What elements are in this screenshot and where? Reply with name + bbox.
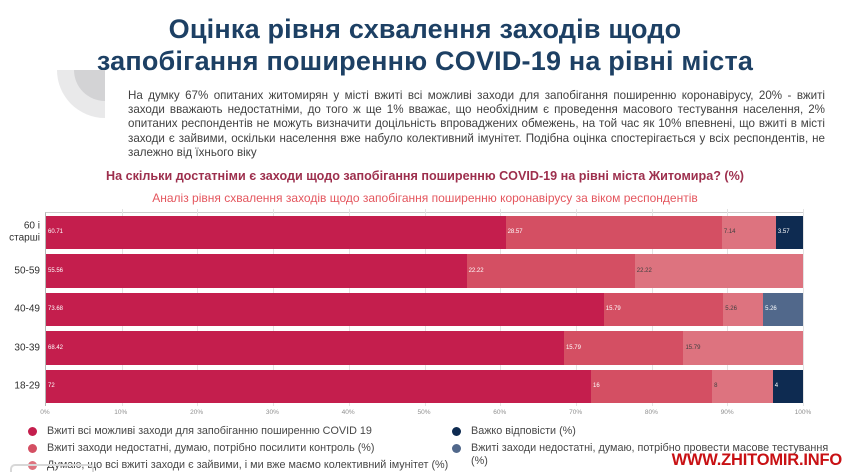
legend-item-label: Важко відповісти (%) <box>471 424 576 437</box>
decorative-quarter-circle-inner-icon <box>74 70 105 101</box>
intro-paragraph: На думку 67% опитаних житомирян у місті … <box>128 88 825 159</box>
bar-value-label: 72 <box>48 383 55 390</box>
stacked-bar-chart: 60 і старші 60.71 28.57 7.14 3.57 50-59 55.56 2… <box>0 209 850 419</box>
bar-row: 50-59 55.56 22.22 22.22 <box>14 252 803 291</box>
bar-segment: 68.42 <box>46 331 564 365</box>
gridline <box>803 209 804 406</box>
bar-value-label: 22.22 <box>468 267 484 274</box>
legend-item: Вжиті заходи недостатні, думаю, потрібно… <box>28 442 452 455</box>
bar-value-label: 15.79 <box>565 344 581 351</box>
bar-value-label: 22.22 <box>636 267 652 274</box>
bar-segment: 55.56 <box>46 254 467 288</box>
legend-item-label: Вжиті заходи недостатні, думаю, потрібно… <box>471 441 829 467</box>
bar-track: 72 16 8 4 <box>46 369 803 404</box>
x-axis-tick-label: 100% <box>794 408 812 416</box>
bar-segment: 3.57 <box>775 215 803 250</box>
legend-item: Вжиті всі можливі заходи для запобіганню… <box>28 425 452 438</box>
legend-column-right: Важко відповісти (%) Вжиті заходи недоста… <box>452 425 842 472</box>
legend-dot-icon <box>28 426 37 436</box>
category-label: 50-59 <box>14 265 40 277</box>
site-watermark: WWW.ZHITOMIR.INFO <box>671 451 843 469</box>
bar-segment: 72 <box>46 369 592 404</box>
bar-row: 30-39 68.42 15.79 15.79 <box>14 329 803 368</box>
bar-segment: 15.79 <box>603 292 724 327</box>
bar-value-label: 68.42 <box>48 344 64 351</box>
bar-value-label: 28.57 <box>507 229 523 236</box>
bar-segment: 5.26 <box>763 292 803 327</box>
legend-item-label: Думаю, що всі вжиті заходи є зайвими, і … <box>47 459 449 472</box>
bar-value-label: 3.57 <box>777 229 790 236</box>
category-label: 30-39 <box>14 342 40 354</box>
chart-plot-area: 60 і старші 60.71 28.57 7.14 3.57 50-59 55.56 2… <box>9 209 804 406</box>
bar-segment: 22.22 <box>466 254 635 288</box>
x-axis-tick-label: 50% <box>417 408 431 416</box>
bar-value-label: 8 <box>714 383 718 390</box>
x-axis-tick-label: 40% <box>341 408 355 416</box>
legend-item: Важко відповісти (%) <box>452 425 842 438</box>
bar-value-label: 4 <box>774 383 779 390</box>
bar-segment: 5.26 <box>723 292 764 327</box>
x-axis-tick-label: 0% <box>40 408 50 416</box>
bar-segment: 22.22 <box>634 254 803 288</box>
decorative-rounded-rect <box>10 464 94 472</box>
bar-segment: 16 <box>591 369 713 404</box>
bar-segment: 28.57 <box>505 215 722 250</box>
bar-value-label: 15.79 <box>685 344 701 351</box>
chart-caption: Аналіз рівня схвалення заходів щодо запо… <box>152 191 698 206</box>
legend-column-left: Вжиті всі можливі заходи для запобіганню… <box>28 425 452 472</box>
category-label: 18-29 <box>14 380 40 392</box>
bar-value-label: 5.26 <box>725 306 737 313</box>
bar-segment: 7.14 <box>721 215 776 250</box>
x-axis: 0% 10% 20% 30% 40% 50% 60% 70% 80% 90% 100% <box>40 406 811 419</box>
page-title-line1: Оцінка рівня схвалення заходів щодо <box>168 14 682 44</box>
bar-value-label: 5.26 <box>765 306 777 313</box>
decorative-quarter-circle-icon <box>57 70 105 118</box>
x-axis-tick-label: 20% <box>190 408 204 416</box>
x-axis-tick-label: 70% <box>569 408 583 416</box>
x-axis-tick-label: 60% <box>493 408 507 416</box>
bar-value-label: 60.71 <box>48 229 64 236</box>
x-axis-tick-label: 80% <box>644 408 658 416</box>
chart-question: На скільки достатніми є заходи щодо запо… <box>106 169 744 184</box>
bar-track: 73.68 15.79 5.26 5.26 <box>46 292 803 327</box>
x-axis-tick-label: 30% <box>265 408 279 416</box>
bar-segment: 8 <box>712 369 773 404</box>
category-label: 40-49 <box>14 303 40 315</box>
bar-value-label: 16 <box>593 383 600 390</box>
bar-track: 68.42 15.79 15.79 <box>46 331 803 365</box>
legend-dot-icon <box>28 443 37 453</box>
bar-track: 55.56 22.22 22.22 <box>46 254 803 288</box>
bar-segment: 15.79 <box>563 331 684 365</box>
legend-item: Вжиті заходи недостатні, думаю, потрібно… <box>452 442 842 468</box>
bar-row: 60 і старші 60.71 28.57 7.14 3.57 <box>9 213 803 252</box>
bar-track: 60.71 28.57 7.14 3.57 <box>46 215 803 250</box>
bar-value-label: 15.79 <box>605 306 621 313</box>
bar-segment: 73.68 <box>46 292 604 327</box>
bar-value-label: 7.14 <box>723 229 736 236</box>
legend-item-label: Вжиті заходи недостатні, думаю, потрібно… <box>47 441 375 454</box>
bar-value-label: 73.68 <box>48 306 64 313</box>
legend-item-label: Вжиті всі можливі заходи для запобіганню… <box>47 424 372 437</box>
bar-value-label: 55.56 <box>48 267 64 274</box>
bar-segment: 60.71 <box>46 215 506 250</box>
chart-legend: Вжиті всі можливі заходи для запобіганню… <box>28 425 850 472</box>
bar-segment: 15.79 <box>683 331 803 365</box>
x-axis-tick-label: 10% <box>114 408 128 416</box>
legend-dot-icon <box>452 443 461 453</box>
page-title: Оцінка рівня схвалення заходів щодо запо… <box>0 13 850 78</box>
legend-dot-icon <box>452 426 461 436</box>
bar-row: 18-29 72 16 8 4 <box>14 367 803 406</box>
bar-segment: 4 <box>772 369 803 404</box>
category-label: 60 і старші <box>9 220 40 244</box>
x-axis-tick-label: 90% <box>720 408 734 416</box>
page-title-line2: запобігання поширенню COVID-19 на рівні … <box>96 46 754 77</box>
bar-row: 40-49 73.68 15.79 5.26 5.26 <box>14 290 803 329</box>
